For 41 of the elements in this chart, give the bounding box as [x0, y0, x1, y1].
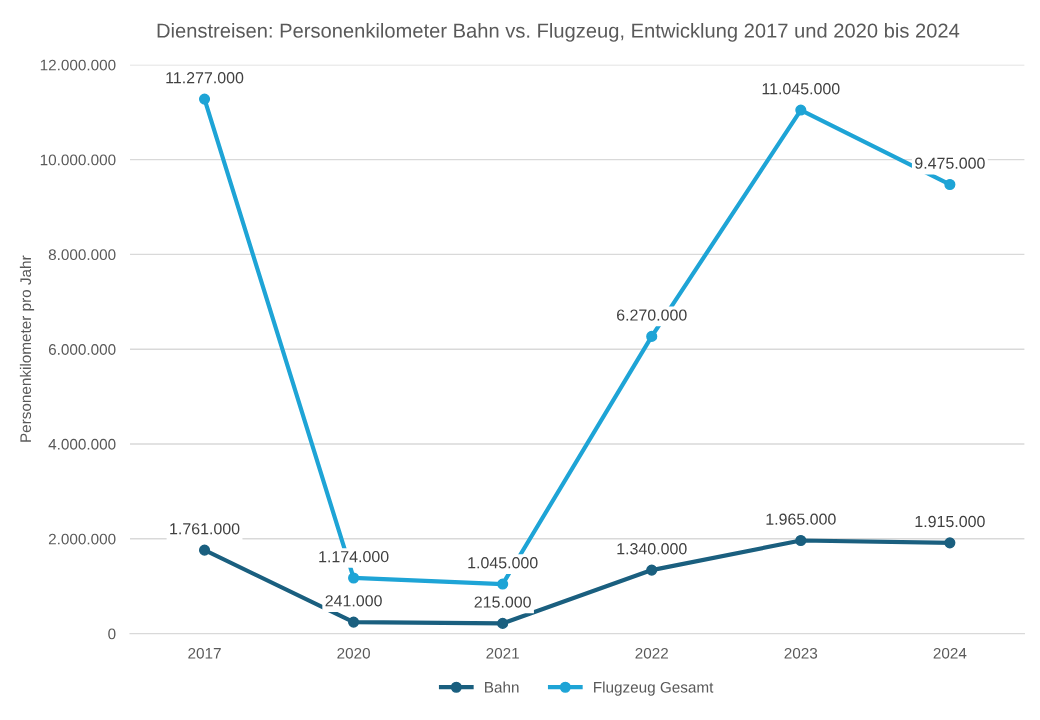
- y-tick-label: 6.000.000: [48, 344, 116, 355]
- point: [944, 537, 956, 549]
- x-tick-label: 2021: [486, 647, 519, 659]
- y-tick-label: 8.000.000: [48, 249, 116, 261]
- data-label: 1.965.000: [766, 513, 836, 525]
- y-tick-label: 0: [108, 628, 116, 640]
- point: [795, 534, 807, 547]
- y-tick-label: 12.000.000: [40, 59, 116, 71]
- data-label: 241.000: [325, 595, 382, 607]
- data-label: 1.761.000: [170, 523, 240, 535]
- point: [198, 93, 211, 105]
- x-tick-label: 2023: [784, 647, 818, 659]
- x-tick-label: 2020: [337, 647, 370, 659]
- point: [646, 330, 658, 342]
- data-label: 6.270.000: [617, 309, 687, 321]
- data-label: 9.475.000: [915, 157, 985, 169]
- point: [795, 104, 807, 116]
- y-axis-title: Personenkilometer pro Jahr: [19, 255, 35, 442]
- legend-label: Flugzeug Gesamt: [594, 681, 714, 696]
- y-tick-label: 4.000.000: [48, 438, 116, 450]
- point: [497, 617, 509, 629]
- point: [198, 544, 211, 556]
- point: [348, 616, 360, 628]
- data-label: 1.045.000: [468, 557, 538, 569]
- y-tick-label: 10.000.000: [40, 154, 116, 166]
- data-label: 1.174.000: [319, 550, 389, 563]
- data-label: 215.000: [474, 596, 531, 608]
- data-label: 1.915.000: [915, 515, 985, 528]
- point: [348, 572, 360, 584]
- data-label: 11.045.000: [762, 83, 840, 95]
- point: [944, 178, 956, 191]
- x-tick-label: 2024: [933, 647, 967, 659]
- legend-label: Bahn: [485, 681, 519, 693]
- point: [646, 564, 658, 576]
- point: [497, 578, 509, 590]
- x-tick-label: 2022: [635, 647, 668, 659]
- data-label: 11.277.000: [166, 72, 244, 84]
- x-tick-label: 2017: [188, 647, 221, 659]
- y-tick-label: 2.000.000: [48, 533, 116, 545]
- data-label: 1.340.000: [617, 543, 687, 555]
- chart-title: Dienstreisen: Personenkilometer Bahn vs. Flugzeug, Entwicklung 2017 und 2020 bis 2024: [157, 23, 960, 42]
